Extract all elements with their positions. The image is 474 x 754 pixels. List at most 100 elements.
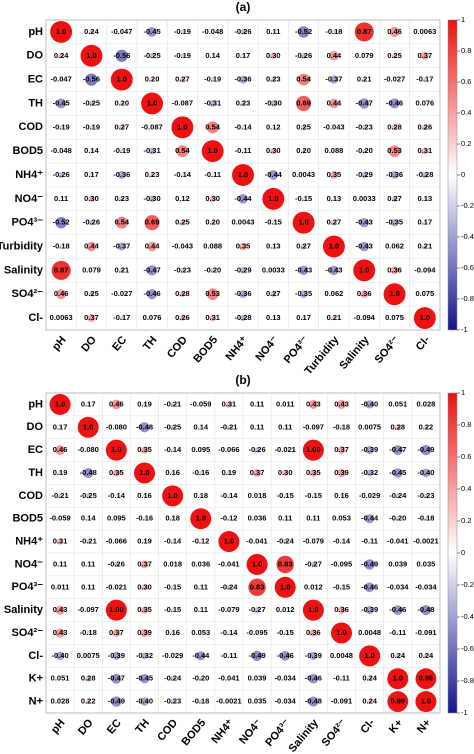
cell-label: -0.39 (361, 605, 378, 614)
row-label: pH (28, 398, 43, 410)
cell-label: 0.12 (175, 194, 190, 203)
column-label: Salinity (287, 716, 322, 754)
cell-label: 0.44 (327, 51, 342, 60)
correlation-circle (312, 426, 315, 429)
correlation-circle (170, 676, 176, 682)
correlation-circle (112, 629, 121, 637)
column-label: pH (49, 717, 68, 736)
cell-label: -0.034 (387, 582, 409, 591)
cell-label: -0.14 (108, 491, 126, 500)
correlation-circle (148, 195, 156, 203)
cell-label: -0.027 (384, 75, 405, 84)
cell-label: 0.088 (325, 146, 344, 155)
cell-label: -0.19 (174, 51, 191, 60)
cell-label: -0.16 (192, 468, 209, 477)
correlation-circle (115, 517, 118, 520)
cell-label: -0.47 (144, 265, 161, 274)
correlation-circle (300, 52, 307, 59)
correlation-circle (141, 584, 148, 591)
cell-label: 0.0043 (292, 170, 315, 179)
cell-label: -0.24 (277, 537, 295, 546)
row-label: DO (27, 50, 44, 62)
cell-label: 0.43 (53, 628, 68, 637)
correlation-circle (241, 53, 245, 58)
cell-label: -0.18 (325, 27, 342, 36)
correlation-circle (211, 173, 214, 177)
correlation-circle (112, 651, 121, 660)
cell-label: 0.37 (109, 628, 124, 637)
cell-label: -0.19 (83, 122, 100, 131)
cell-label: 0.54 (175, 146, 190, 155)
cell-label: -0.30 (265, 98, 282, 107)
correlation-circle (83, 467, 94, 479)
cell-label: 0.44 (327, 98, 342, 107)
correlation-circle (330, 219, 337, 226)
cell-label: 0.44 (145, 242, 160, 251)
cell-label: 1.0 (55, 399, 65, 408)
cell-label: -0.44 (234, 194, 252, 203)
correlation-circle (147, 26, 158, 37)
correlation-circle (58, 172, 65, 178)
cell-label: -0.23 (356, 122, 373, 131)
correlation-circle (49, 393, 71, 415)
cell-label: -0.15 (164, 582, 181, 591)
cell-label: -0.11 (204, 170, 221, 179)
cell-label: 1.0 (224, 537, 234, 546)
correlation-circle (365, 606, 374, 615)
correlation-circle (390, 266, 399, 275)
correlation-circle (387, 691, 409, 712)
cell-label: -0.49 (249, 651, 266, 660)
colorbar-tick-label: 1 (461, 388, 465, 397)
correlation-circle (149, 53, 155, 59)
cell-label: -0.26 (108, 559, 125, 568)
cell-label: -0.15 (333, 582, 350, 591)
cell-label: -0.066 (218, 445, 239, 454)
correlation-circle (270, 100, 277, 107)
row-label: EC (28, 74, 43, 86)
cell-label: 0.83 (250, 582, 265, 591)
correlation-circle (425, 564, 427, 565)
cell-label: -0.18 (53, 242, 70, 251)
cell-label: -0.49 (417, 445, 434, 454)
cell-label: 0.28 (175, 289, 190, 298)
correlation-circle (367, 676, 373, 682)
correlation-circle (262, 187, 285, 210)
correlation-circle (364, 582, 375, 593)
correlation-circle (210, 268, 215, 273)
correlation-circle (86, 517, 90, 521)
correlation-circle (270, 52, 277, 60)
cell-label: 0.075 (385, 313, 404, 322)
cell-label: 0.46 (109, 399, 124, 408)
cell-label: 1.0 (298, 218, 308, 227)
correlation-circle (339, 425, 344, 430)
row-label: Salinity (4, 604, 44, 616)
correlation-circle (89, 173, 94, 177)
cell-label: 0.39 (334, 468, 349, 477)
cell-label: 0.0048 (330, 651, 353, 660)
correlation-circle (119, 268, 125, 273)
cell-label: 0.37 (137, 559, 152, 568)
cell-label: 0.16 (334, 491, 349, 500)
correlation-circle (111, 673, 122, 684)
correlation-circle (199, 425, 203, 429)
correlation-circle (59, 244, 64, 249)
cell-label: -0.48 (305, 697, 322, 706)
correlation-circle (390, 171, 399, 179)
cell-label: -0.39 (361, 445, 378, 454)
correlation-circle (179, 267, 185, 273)
cell-label: 0.19 (137, 399, 152, 408)
cell-label: 1.0 (111, 445, 121, 454)
cell-label: 0.0048 (358, 628, 381, 637)
cell-label: -0.25 (80, 491, 97, 500)
correlation-circle (60, 79, 62, 81)
cell-label: -0.021 (106, 582, 127, 591)
correlation-circle (299, 290, 308, 299)
correlation-circle (362, 148, 367, 154)
cell-label: 0.26 (418, 122, 433, 131)
correlation-circle (423, 424, 429, 430)
correlation-circle (415, 691, 437, 713)
correlation-circle (199, 586, 202, 589)
cell-label: -0.034 (275, 697, 297, 706)
correlation-circle (181, 246, 183, 248)
cell-label: 0.31 (53, 537, 68, 546)
